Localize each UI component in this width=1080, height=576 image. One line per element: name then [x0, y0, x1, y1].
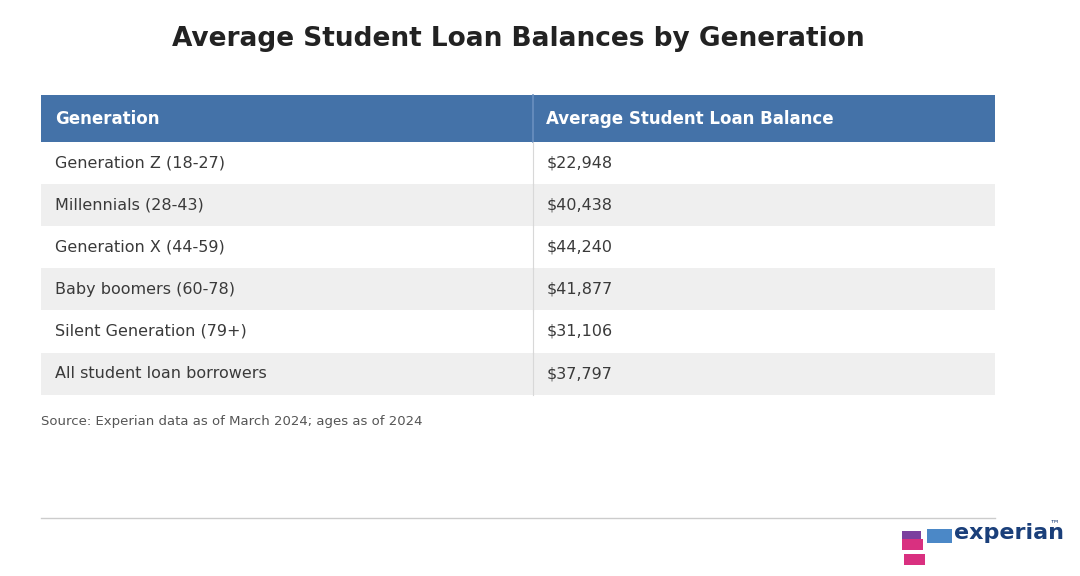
FancyBboxPatch shape	[904, 554, 924, 565]
Text: Generation X (44-59): Generation X (44-59)	[55, 240, 225, 255]
FancyBboxPatch shape	[902, 531, 921, 541]
FancyBboxPatch shape	[41, 310, 996, 353]
FancyBboxPatch shape	[41, 226, 996, 268]
Text: Generation: Generation	[55, 109, 160, 128]
Text: Baby boomers (60-78): Baby boomers (60-78)	[55, 282, 235, 297]
Text: Generation Z (18-27): Generation Z (18-27)	[55, 156, 225, 171]
Text: Silent Generation (79+): Silent Generation (79+)	[55, 324, 246, 339]
FancyBboxPatch shape	[927, 529, 951, 543]
Text: $40,438: $40,438	[546, 198, 612, 213]
FancyBboxPatch shape	[41, 268, 996, 310]
Text: Average Student Loan Balances by Generation: Average Student Loan Balances by Generat…	[172, 26, 865, 52]
FancyBboxPatch shape	[41, 353, 996, 395]
Text: All student loan borrowers: All student loan borrowers	[55, 366, 267, 381]
Text: $41,877: $41,877	[546, 282, 612, 297]
FancyBboxPatch shape	[41, 142, 996, 184]
Text: Source: Experian data as of March 2024; ages as of 2024: Source: Experian data as of March 2024; …	[41, 415, 423, 428]
FancyBboxPatch shape	[41, 95, 996, 142]
Text: ™: ™	[1050, 518, 1059, 529]
FancyBboxPatch shape	[41, 184, 996, 226]
Text: $31,106: $31,106	[546, 324, 612, 339]
Text: Average Student Loan Balance: Average Student Loan Balance	[546, 109, 834, 128]
Text: $22,948: $22,948	[546, 156, 612, 171]
Text: $44,240: $44,240	[546, 240, 612, 255]
Text: Millennials (28-43): Millennials (28-43)	[55, 198, 204, 213]
FancyBboxPatch shape	[902, 539, 923, 550]
Text: $37,797: $37,797	[546, 366, 612, 381]
Text: experian: experian	[954, 523, 1064, 543]
